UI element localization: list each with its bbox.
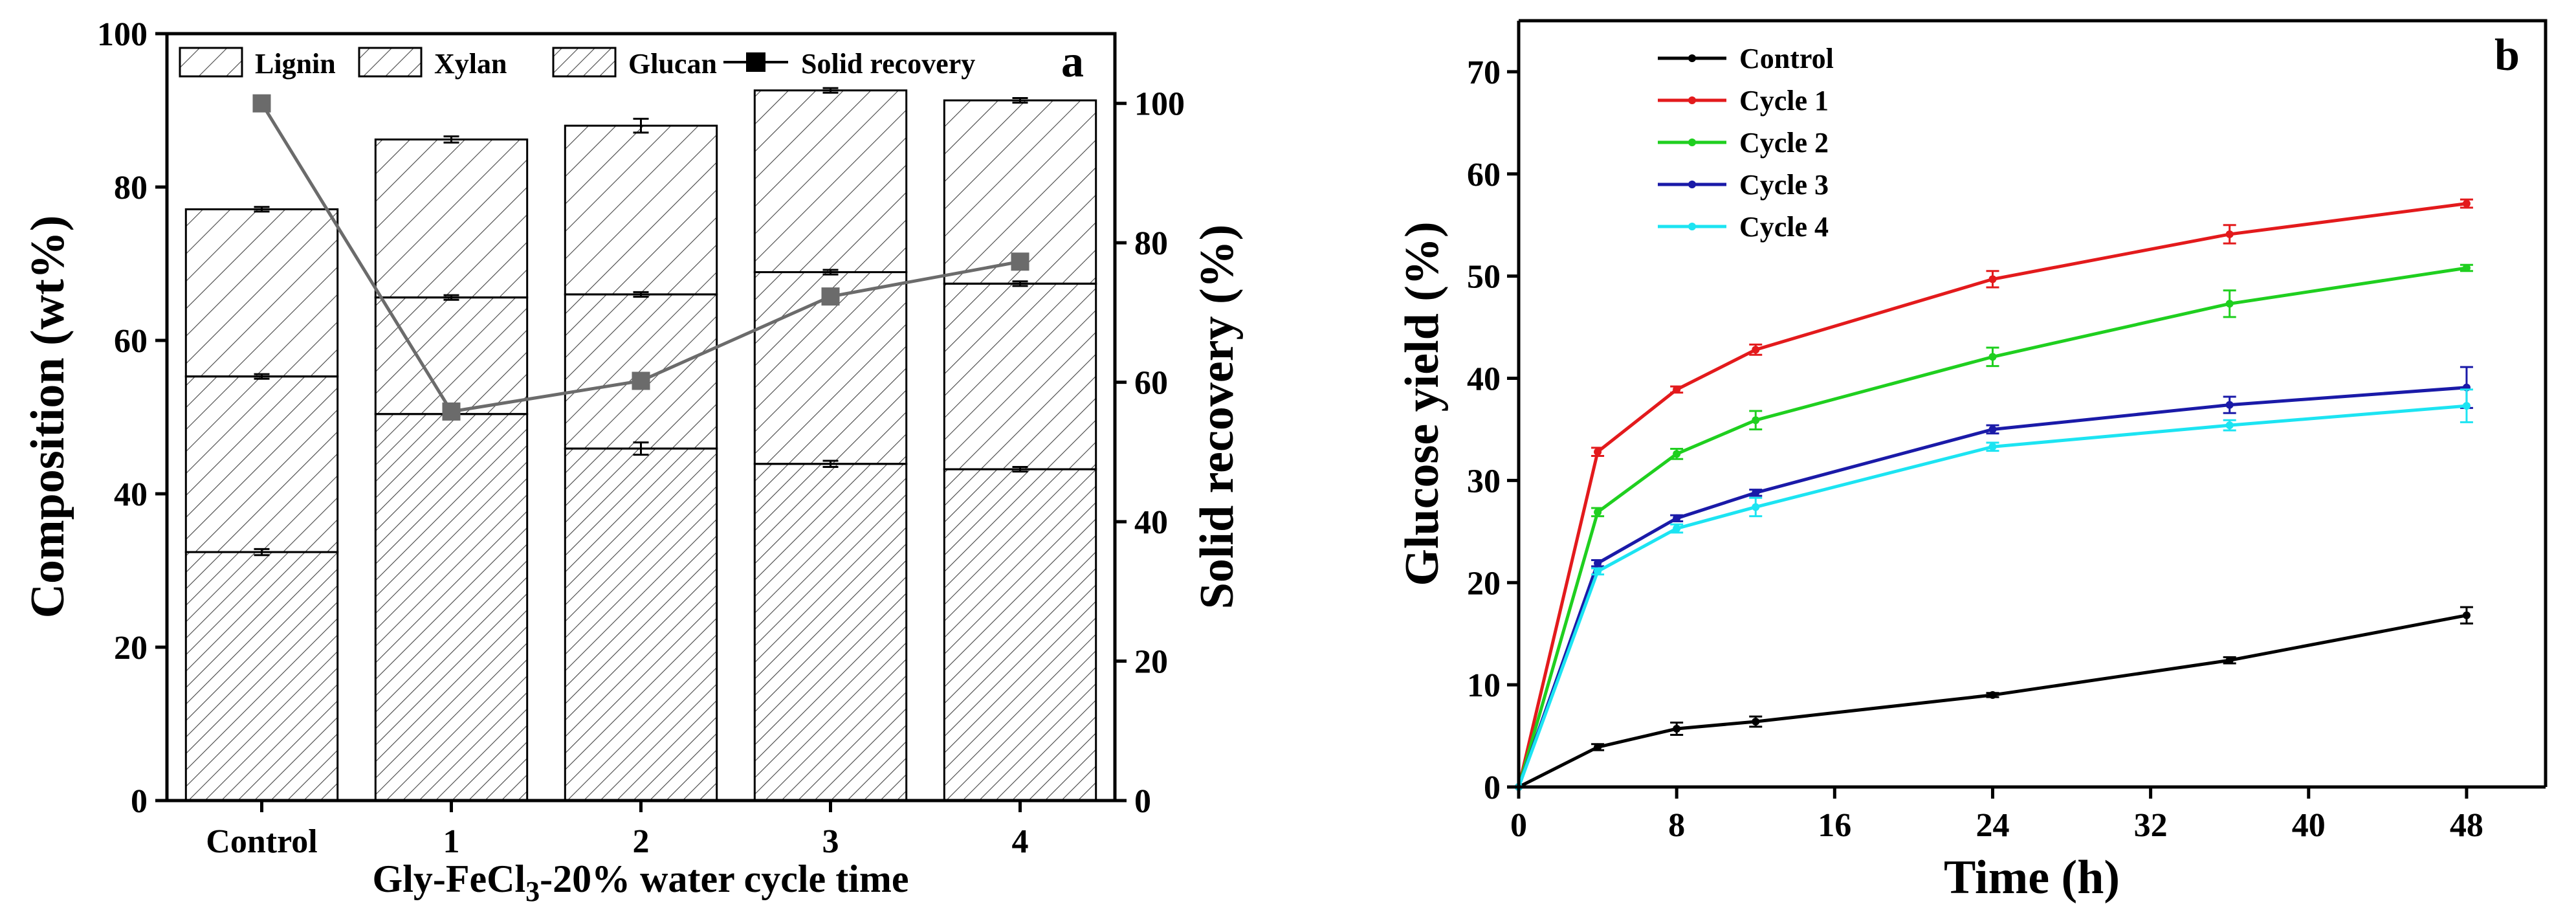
y-tick-label-20: 20: [114, 630, 148, 667]
legend-marker-cycle-3: [1688, 181, 1696, 188]
y2-tick-label-80: 80: [1134, 225, 1168, 262]
b-x-tick-label-32: 32: [2134, 807, 2168, 844]
line-cycle-1: [1517, 202, 2467, 788]
panel-a-composition-chart: 0 20 40 60 80 100 0 20 40 60 80 100 Control 1 2 3 4 Co…: [21, 16, 1244, 907]
b-y-tick-label-40: 40: [1467, 361, 1501, 398]
solid-recovery-point-3: [821, 287, 840, 306]
y2-tick-label-20: 20: [1134, 644, 1168, 681]
panel-a-right-axis-ticks: 0 20 40 60 80 100: [1115, 86, 1185, 820]
stacked-bars: [184, 89, 1097, 802]
y2-tick-label-40: 40: [1134, 504, 1168, 541]
x-tick-label-3: 3: [822, 823, 839, 860]
bar-glucan-4: [943, 468, 1097, 802]
x-tick-label-4: 4: [1012, 823, 1029, 860]
panel-b-x-axis-title: Time (h): [1944, 851, 2120, 904]
legend-marker-cycle-1: [1688, 96, 1696, 104]
b-x-tick-label-40: 40: [2292, 807, 2326, 844]
b-y-tick-label-0: 0: [1484, 770, 1501, 806]
x-axis-title-subscript: 3: [525, 876, 540, 907]
panel-a-x-axis-title: Gly-FeCl3-20% water cycle time: [373, 858, 909, 907]
y2-tick-label-0: 0: [1134, 783, 1151, 820]
panel-a-x-axis-ticks: Control 1 2 3 4: [206, 801, 1029, 860]
legend-marker-cycle-2: [1688, 138, 1696, 146]
b-x-tick-label-48: 48: [2450, 807, 2483, 844]
y-tick-label-80: 80: [114, 170, 148, 206]
legend-label-control: Control: [1739, 43, 1834, 74]
panel-a-y2-axis-title: Solid recovery (%): [1191, 225, 1244, 610]
bar-lignin-1: [374, 138, 529, 299]
solid-recovery-point-1: [442, 402, 461, 421]
panel-a-legend: Lignin Xylan Glucan Solid recovery: [179, 47, 975, 80]
bar-glucan-3: [753, 463, 908, 802]
solid-recovery-point-4: [1011, 252, 1029, 271]
x-tick-label-1: 1: [443, 823, 460, 860]
b-x-tick-label-8: 8: [1668, 807, 1685, 844]
legend-marker-cycle-4: [1688, 223, 1696, 230]
legend-label-glucan: Glucan: [628, 48, 717, 80]
legend-marker-control: [1688, 54, 1696, 62]
y-tick-label-40: 40: [114, 476, 148, 513]
line-cycle-4: [1517, 404, 2467, 788]
panel-b-legend: Control Cycle 1 Cycle 2 Cycle 3 Cycle 4: [1658, 43, 1834, 243]
panel-b-y-axis-title: Glucose yield (%): [1396, 221, 1449, 586]
x-axis-title-part-1: Gly-FeCl: [373, 858, 526, 900]
glucose-yield-lines: [1515, 198, 2473, 791]
x-tick-label-2: 2: [633, 823, 650, 860]
legend-swatch-lignin: [179, 47, 243, 78]
bar-glucan-2: [564, 447, 718, 802]
b-y-tick-label-20: 20: [1467, 565, 1501, 602]
line-control: [1517, 614, 2467, 789]
legend-label-cycle-1: Cycle 1: [1739, 85, 1829, 116]
panel-a-left-axis-ticks: 0 20 40 60 80 100: [97, 16, 167, 820]
y2-tick-label-60: 60: [1134, 365, 1168, 402]
b-x-tick-label-16: 16: [1818, 807, 1851, 844]
x-axis-title-part-2: -20% water cycle time: [540, 858, 908, 900]
legend-label-lignin: Lignin: [255, 48, 336, 80]
y-tick-label-60: 60: [114, 323, 148, 360]
legend-swatch-glucan: [552, 47, 617, 78]
solid-recovery-point-control: [252, 94, 271, 113]
bar-xylan-2: [564, 293, 718, 450]
solid-recovery-point-2: [632, 371, 650, 390]
legend-label-xylan: Xylan: [434, 48, 507, 80]
legend-label-cycle-2: Cycle 2: [1739, 127, 1829, 159]
solid-recovery-line: [252, 94, 1029, 421]
panel-a-y-axis-title: Composition (wt%): [21, 216, 74, 619]
legend-label-solid-recovery: Solid recovery: [801, 48, 975, 80]
legend-swatch-xylan: [358, 47, 423, 78]
legend-marker-solid-recovery: [746, 52, 765, 72]
y-tick-label-100: 100: [97, 16, 148, 53]
b-y-tick-label-50: 50: [1467, 259, 1501, 296]
b-y-tick-label-30: 30: [1467, 463, 1501, 500]
legend-label-cycle-4: Cycle 4: [1739, 211, 1829, 243]
legend-label-cycle-3: Cycle 3: [1739, 169, 1829, 201]
bar-xylan-1: [374, 296, 529, 415]
panel-a-letter: a: [1061, 37, 1084, 87]
b-y-tick-label-70: 70: [1467, 54, 1501, 91]
bar-glucan-control: [184, 551, 339, 802]
bar-lignin-control: [184, 208, 339, 378]
panel-b-axes: [1517, 21, 2546, 789]
bar-xylan-control: [184, 375, 339, 553]
panel-b-glucose-yield-chart: 0 10 20 30 40 50 60 70 0 8 16 24 32 40 48 Glucose yie…: [1396, 19, 2548, 904]
bar-lignin-2: [564, 124, 718, 296]
panel-b-letter: b: [2494, 30, 2520, 80]
bar-lignin-3: [753, 89, 908, 274]
b-y-tick-label-60: 60: [1467, 157, 1501, 194]
x-tick-label-control: Control: [206, 823, 317, 860]
b-x-tick-label-0: 0: [1510, 807, 1527, 844]
b-x-tick-label-24: 24: [1976, 807, 2009, 844]
panel-b-frame-top-right: [1519, 19, 2548, 787]
y2-tick-label-100: 100: [1134, 86, 1185, 123]
y-tick-label-0: 0: [131, 783, 148, 820]
panel-b-x-axis-ticks: 0 8 16 24 32 40 48: [1510, 787, 2483, 844]
b-y-tick-label-10: 10: [1467, 667, 1501, 704]
panel-b-y-axis-ticks: 0 10 20 30 40 50 60 70: [1467, 54, 1519, 806]
bar-glucan-1: [374, 413, 529, 802]
bar-xylan-4: [943, 282, 1097, 471]
